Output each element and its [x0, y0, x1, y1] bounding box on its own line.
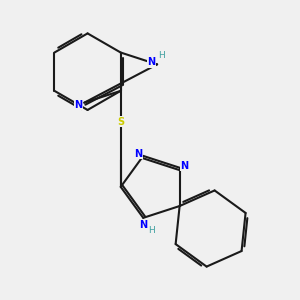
Text: S: S — [117, 117, 124, 127]
Text: N: N — [139, 220, 147, 230]
Text: N: N — [135, 149, 143, 159]
Text: H: H — [158, 52, 165, 61]
Text: H: H — [148, 226, 155, 235]
Text: N: N — [147, 58, 155, 68]
Text: N: N — [180, 161, 188, 171]
Text: N: N — [74, 100, 83, 110]
